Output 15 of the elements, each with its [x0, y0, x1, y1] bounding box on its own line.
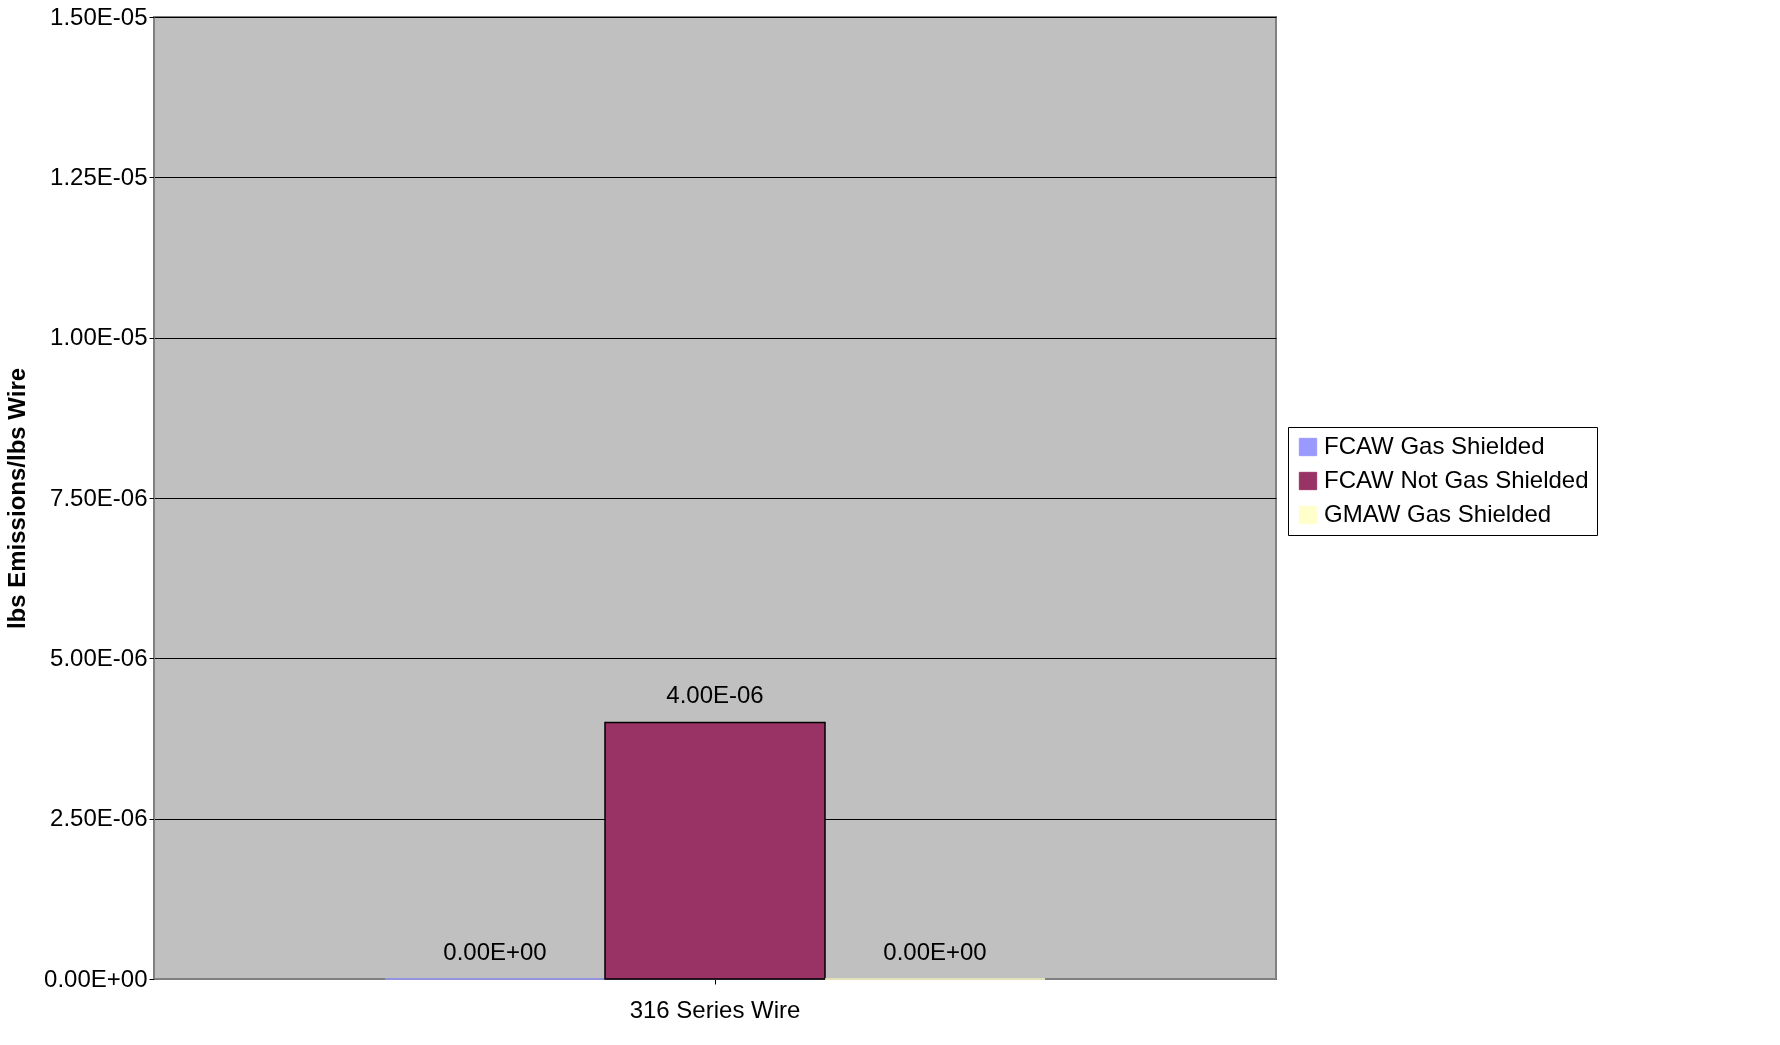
- legend-label: FCAW Gas Shielded: [1324, 432, 1545, 459]
- y-tick-label: 1.00E-05: [50, 323, 148, 351]
- y-tick-label: 1.50E-05: [50, 2, 148, 30]
- data-label: 4.00E-06: [666, 681, 764, 709]
- legend-label: FCAW Not Gas Shielded: [1324, 466, 1589, 493]
- y-tick-label: 0.00E+00: [44, 964, 148, 992]
- data-label: 0.00E+00: [443, 938, 547, 965]
- legend-label: GMAW Gas Shielded: [1324, 500, 1552, 527]
- y-tick-label: 1.25E-05: [50, 162, 148, 190]
- y-tick-label: 5.00E-06: [50, 643, 148, 671]
- y-tick-label: 7.50E-06: [50, 483, 148, 511]
- y-axis-title: lbs Emissions/lbs Wire: [3, 367, 31, 630]
- y-tick-label: 2.50E-06: [50, 804, 148, 832]
- data-label: 0.00E+00: [883, 938, 987, 965]
- x-tick-label: 316 Series Wire: [629, 995, 801, 1023]
